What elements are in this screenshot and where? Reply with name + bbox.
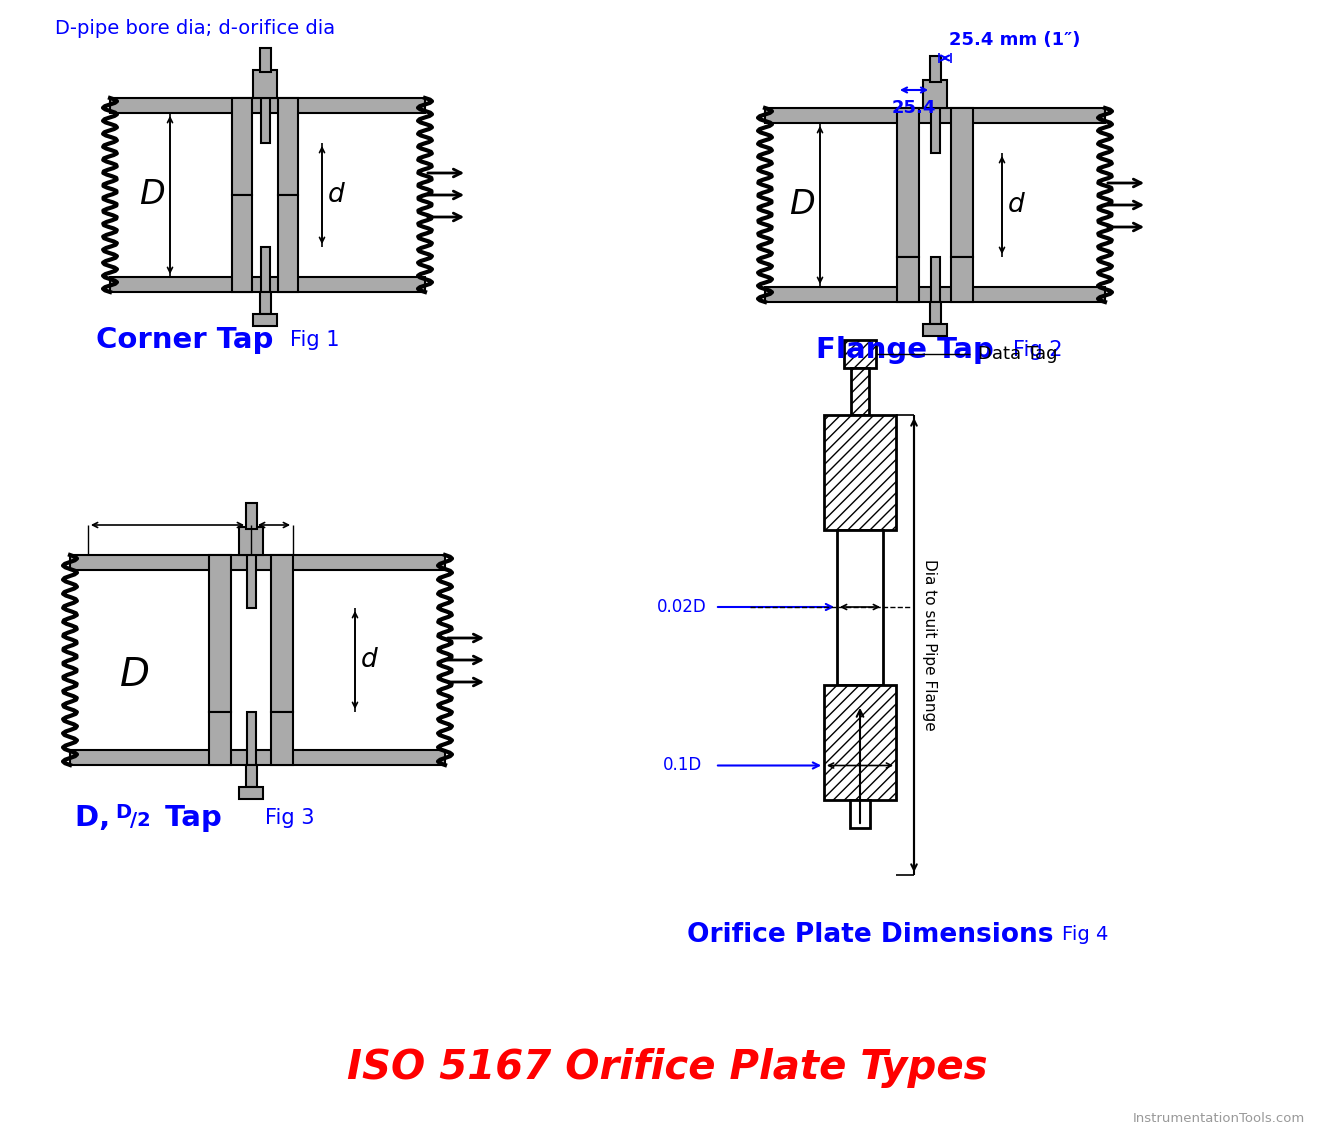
Bar: [210, 555, 231, 711]
Bar: [844, 340, 876, 368]
Bar: [69, 555, 445, 570]
Text: D: D: [789, 188, 814, 222]
Text: D: D: [115, 803, 131, 821]
Bar: [824, 685, 896, 801]
Text: 0.02D: 0.02D: [657, 598, 706, 616]
Text: Dia to suit Pipe Flange: Dia to suit Pipe Flange: [922, 560, 937, 731]
Bar: [850, 801, 870, 828]
Bar: [260, 48, 271, 72]
Bar: [232, 195, 252, 292]
Text: Orifice Plate Dimensions: Orifice Plate Dimensions: [686, 922, 1053, 948]
Text: Fig 2: Fig 2: [1013, 340, 1063, 360]
Text: Fig 3: Fig 3: [266, 809, 315, 828]
Bar: [951, 108, 973, 257]
Bar: [262, 247, 270, 292]
Bar: [260, 292, 271, 314]
Bar: [254, 70, 276, 98]
Bar: [109, 98, 425, 113]
Bar: [837, 530, 882, 685]
Bar: [278, 98, 298, 195]
Text: d: d: [1008, 192, 1024, 218]
Bar: [922, 80, 947, 108]
Bar: [247, 555, 256, 608]
Bar: [951, 257, 973, 301]
Bar: [109, 278, 425, 292]
Bar: [247, 711, 256, 765]
Bar: [850, 368, 869, 415]
Bar: [246, 502, 258, 529]
Bar: [69, 750, 445, 765]
Bar: [262, 98, 270, 143]
Bar: [930, 301, 941, 324]
Bar: [210, 711, 231, 765]
Text: D-pipe bore dia; d-orifice dia: D-pipe bore dia; d-orifice dia: [55, 18, 335, 38]
Text: Fig 1: Fig 1: [290, 330, 339, 349]
Bar: [254, 314, 276, 325]
Text: d: d: [327, 182, 344, 208]
Text: 25.4: 25.4: [892, 99, 936, 116]
Text: D: D: [139, 178, 166, 211]
Bar: [765, 108, 1105, 123]
Bar: [930, 56, 941, 82]
Bar: [232, 98, 252, 195]
Text: Corner Tap: Corner Tap: [96, 325, 274, 354]
Text: Data Tag: Data Tag: [979, 345, 1057, 363]
Bar: [922, 324, 947, 336]
Text: Tap: Tap: [155, 804, 222, 833]
Bar: [239, 526, 263, 555]
Bar: [271, 555, 292, 711]
Bar: [278, 195, 298, 292]
Bar: [897, 257, 918, 301]
Text: /2: /2: [129, 811, 151, 829]
Text: ISO 5167 Orifice Plate Types: ISO 5167 Orifice Plate Types: [347, 1048, 988, 1088]
Bar: [930, 257, 940, 301]
Text: D,: D,: [75, 804, 120, 833]
Bar: [930, 108, 940, 153]
Bar: [271, 711, 292, 765]
Text: d: d: [360, 648, 378, 673]
Bar: [765, 287, 1105, 301]
Bar: [246, 765, 258, 787]
Text: 25.4 mm (1″): 25.4 mm (1″): [949, 31, 1081, 49]
Text: InstrumentationTools.com: InstrumentationTools.com: [1133, 1111, 1306, 1125]
Text: D: D: [120, 656, 150, 694]
Text: Fig 4: Fig 4: [1061, 925, 1108, 944]
Bar: [897, 108, 918, 257]
Text: Flange Tap: Flange Tap: [816, 336, 993, 364]
Bar: [824, 415, 896, 530]
Bar: [239, 787, 263, 799]
Text: 0.1D: 0.1D: [662, 756, 702, 774]
